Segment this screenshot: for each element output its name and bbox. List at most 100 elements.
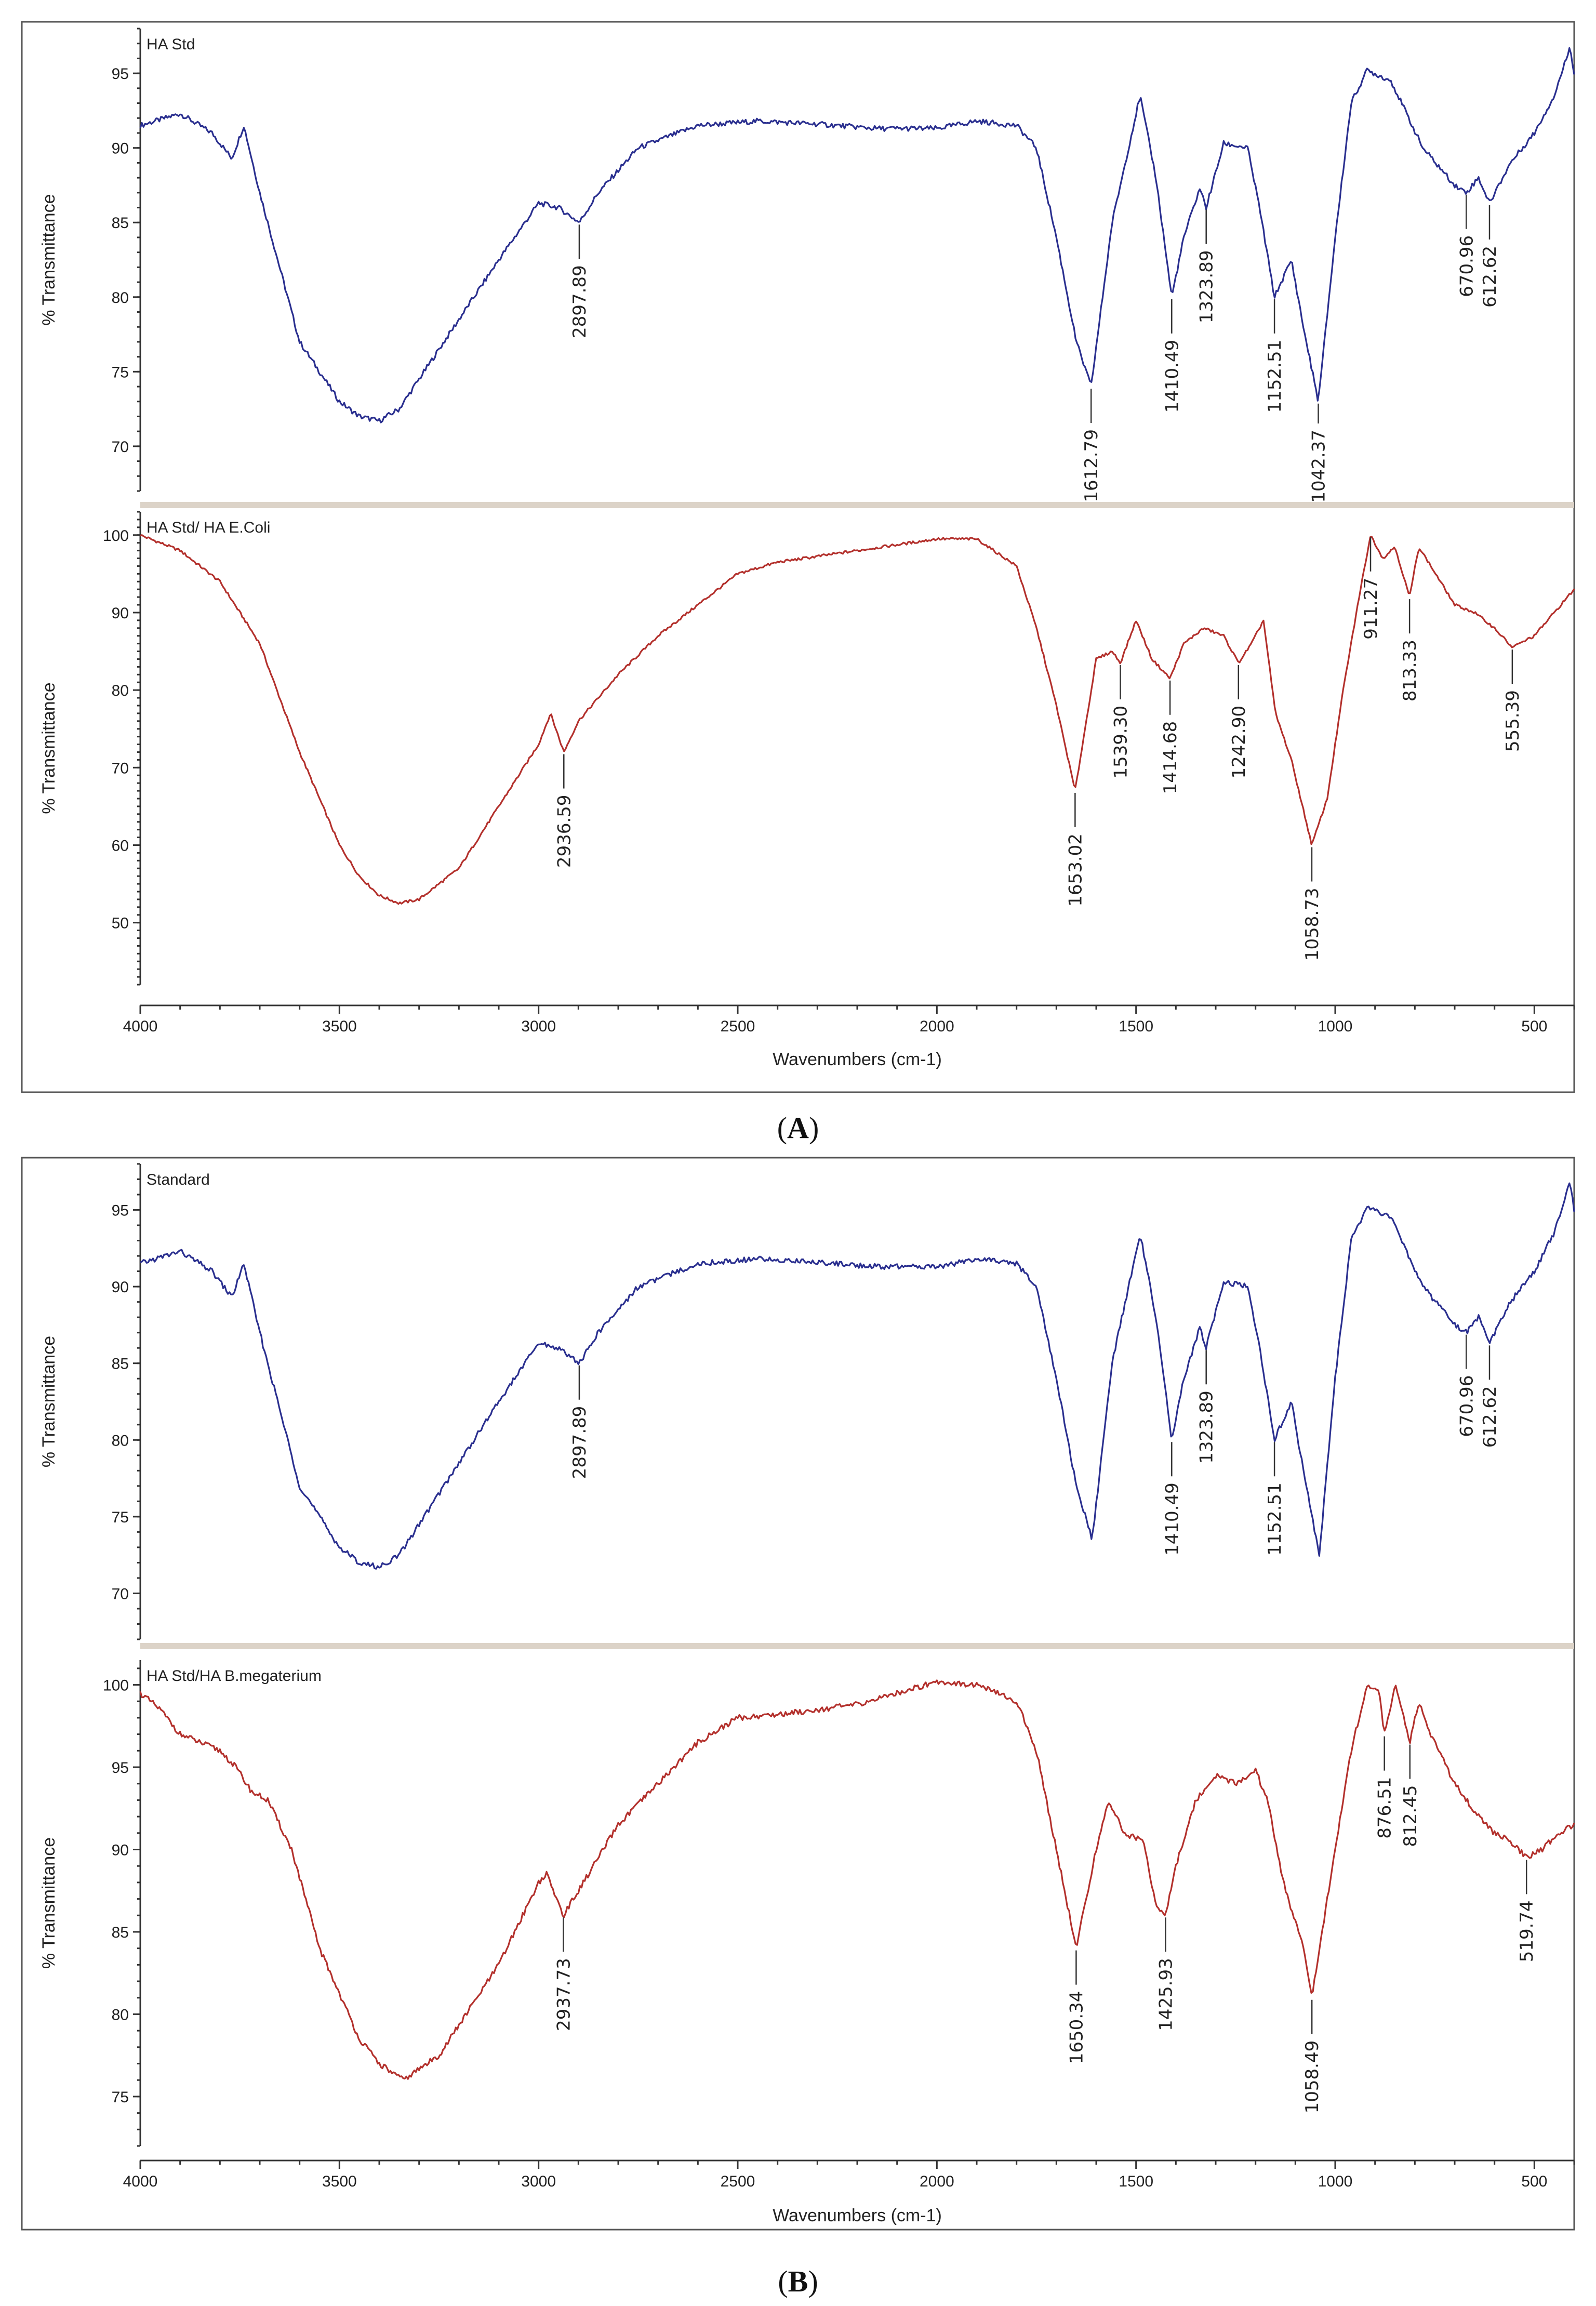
caption-close: ) (809, 1111, 819, 1145)
peak-label: 1058.49 (1302, 2040, 1323, 2114)
peak-label: 1323.89 (1196, 250, 1217, 324)
peak-label: 1410.49 (1162, 340, 1182, 413)
spectrum-line (139, 47, 1575, 423)
panel-frame (21, 1157, 1575, 2231)
y-tick-label: 100 (103, 527, 129, 545)
x-tick-label: 500 (1521, 2173, 1547, 2190)
peak-label: 1042.37 (1309, 430, 1329, 503)
spectrum-title: HA Std/ HA E.Coli (147, 519, 270, 536)
y-axis-title: % Transmittance (39, 194, 59, 325)
y-tick-label: 80 (112, 2006, 129, 2023)
y-tick-label: 80 (112, 289, 129, 307)
caption-open: ( (777, 1111, 787, 1145)
x-tick-label: 1500 (1119, 2173, 1153, 2190)
y-axis-title: % Transmittance (39, 1837, 59, 1969)
y-tick-label: 90 (112, 1279, 129, 1296)
panel-b: 70 75 80 85 90 95 % Transmittance Standard 2897.… (21, 1157, 1575, 2298)
peak-label: 1152.51 (1265, 1482, 1285, 1556)
x-tick-label: 4000 (123, 1018, 158, 1035)
spectrum-title: HA Std (147, 36, 195, 53)
peak-label: 1410.49 (1162, 1482, 1182, 1556)
x-axis-title: Wavenumbers (cm-1) (773, 2206, 942, 2225)
x-tick-label: 3500 (322, 1018, 357, 1035)
y-tick-label: 90 (112, 605, 129, 622)
x-tick-label: 4000 (123, 2173, 158, 2190)
peak-label: 1650.34 (1066, 1991, 1087, 2064)
peak-label: 1612.79 (1081, 429, 1102, 502)
panel-caption: (B) (778, 2264, 818, 2298)
peak-label: 1653.02 (1065, 833, 1086, 907)
x-tick-label: 2500 (721, 1018, 755, 1035)
peak-label: 519.74 (1517, 1900, 1537, 1962)
caption-close: ) (808, 2264, 818, 2298)
peak-label: 2897.89 (569, 1406, 590, 1479)
caption-letter: A (787, 1111, 809, 1145)
peak-label: 1425.93 (1155, 1958, 1176, 2031)
y-tick-label: 90 (112, 1841, 129, 1859)
peak-label: 813.33 (1400, 640, 1420, 701)
subplot-b-1: 70 75 80 85 90 95 % Transmittance Standard 2897.… (39, 1163, 1575, 1640)
y-tick-label: 85 (112, 215, 129, 232)
x-tick-label: 2500 (721, 2173, 755, 2190)
x-axis-title: Wavenumbers (cm-1) (773, 1050, 942, 1069)
y-tick-label: 50 (112, 915, 129, 932)
peak-label: 2936.59 (554, 794, 575, 868)
subplot-a-1: 70 75 80 85 90 95 % Transmittance HA Std 2897.89… (39, 28, 1575, 503)
x-tick-label: 3000 (521, 1018, 556, 1035)
peak-label: 1152.51 (1265, 340, 1285, 413)
y-tick-label: 80 (112, 1432, 129, 1449)
panel-caption: (A) (777, 1111, 819, 1145)
x-tick-label: 2000 (920, 1018, 954, 1035)
peak-label: 555.39 (1502, 690, 1523, 752)
panel-a: 70 75 80 85 90 95 % Transmittance HA Std 2897.89… (21, 21, 1575, 1145)
y-tick-label: 90 (112, 140, 129, 157)
x-tick-label: 2000 (920, 2173, 954, 2190)
y-tick-label: 85 (112, 1924, 129, 1941)
peak-label: 612.62 (1480, 246, 1500, 308)
peak-label: 670.96 (1456, 235, 1477, 297)
peak-label: 812.45 (1400, 1785, 1421, 1847)
y-tick-label: 95 (112, 1202, 129, 1220)
y-axis-title: % Transmittance (39, 1336, 59, 1467)
peak-label: 1058.73 (1302, 887, 1323, 961)
peak-label: 2937.73 (553, 1958, 574, 2031)
caption-letter: B (788, 2264, 808, 2298)
peak-label: 876.51 (1375, 1777, 1395, 1839)
y-tick-label: 70 (112, 439, 129, 456)
y-tick-label: 80 (112, 682, 129, 699)
peak-label: 911.27 (1361, 578, 1381, 640)
y-tick-label: 75 (112, 2089, 129, 2106)
peak-label: 1323.89 (1196, 1390, 1217, 1464)
x-tick-label: 3000 (521, 2173, 556, 2190)
peak-label: 1242.90 (1229, 706, 1249, 779)
y-tick-label: 95 (112, 1759, 129, 1777)
y-axis-title: % Transmittance (39, 682, 59, 814)
subplot-a-2: 50 60 70 80 90 100 % Transmittance HA Std/ HA E… (39, 511, 1575, 986)
y-tick-label: 75 (112, 364, 129, 381)
x-tick-label: 500 (1521, 1018, 1547, 1035)
y-tick-label: 70 (112, 1585, 129, 1602)
x-tick-label: 1000 (1318, 2173, 1353, 2190)
peak-label: 1539.30 (1111, 706, 1132, 779)
y-tick-label: 75 (112, 1509, 129, 1526)
spectrum-title: HA Std/HA B.megaterium (147, 1667, 322, 1685)
y-tick-label: 95 (112, 65, 129, 83)
peak-label: 2897.89 (569, 265, 590, 338)
spectrum-title: Standard (147, 1171, 210, 1188)
x-tick-label: 3500 (322, 2173, 357, 2190)
y-tick-label: 60 (112, 837, 129, 854)
x-tick-label: 1500 (1119, 1018, 1153, 1035)
y-tick-label: 85 (112, 1356, 129, 1373)
panel-frame (21, 21, 1575, 1093)
spectrum-line (140, 534, 1575, 905)
peak-label: 1414.68 (1160, 721, 1181, 794)
subplot-b-2: 75 80 85 90 95 100 % Transmittance HA Std/HA B.… (39, 1660, 1575, 2147)
spectrum-line (139, 1679, 1575, 2080)
caption-open: ( (778, 2264, 788, 2298)
y-tick-label: 100 (103, 1677, 129, 1694)
peak-label: 612.62 (1480, 1386, 1500, 1448)
x-tick-label: 1000 (1318, 1018, 1353, 1035)
y-tick-label: 70 (112, 760, 129, 777)
